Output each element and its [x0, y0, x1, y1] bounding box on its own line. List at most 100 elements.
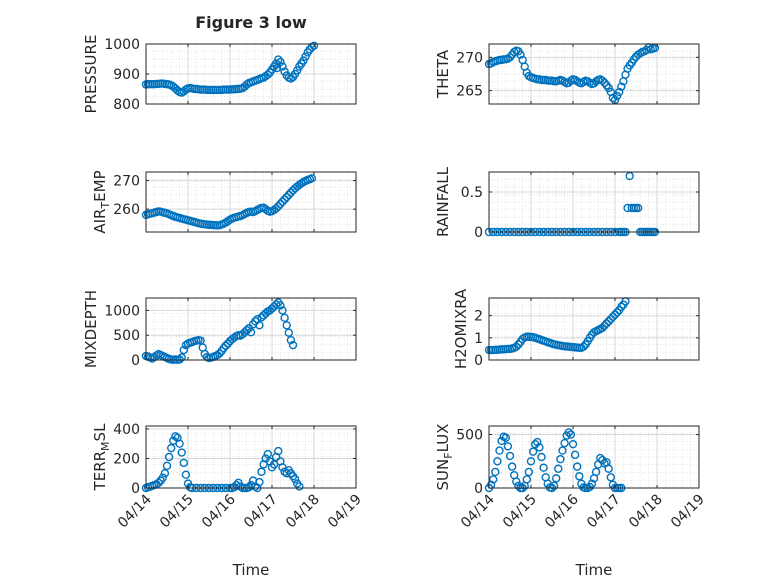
- data-point: [179, 458, 189, 468]
- data-point: [274, 55, 283, 64]
- data-point: [524, 467, 534, 477]
- data-point: [263, 449, 272, 459]
- y-tick-label: 1000: [104, 303, 140, 319]
- x-axis-label: Time: [232, 561, 270, 579]
- data-point: [221, 341, 231, 350]
- y-tick-label: 900: [113, 67, 140, 83]
- data-point: [564, 428, 573, 437]
- data-point: [573, 462, 582, 471]
- data-point: [602, 319, 611, 328]
- data-point: [250, 482, 260, 491]
- data-point: [493, 457, 502, 466]
- data-point: [587, 479, 597, 488]
- data-point: [179, 345, 189, 355]
- data-point: [154, 478, 163, 488]
- data-point: [604, 317, 613, 326]
- y-axis-label: AIRTEMP: [91, 170, 112, 233]
- data-point: [598, 323, 607, 333]
- data-point: [579, 342, 588, 351]
- data-point: [301, 52, 310, 61]
- axes-box: [145, 425, 357, 489]
- data-point: [263, 70, 272, 79]
- data-point: [604, 83, 613, 93]
- data-point: [533, 437, 542, 447]
- data-point: [537, 452, 546, 462]
- data-point: [489, 475, 498, 484]
- data-point: [528, 447, 538, 456]
- axes-box: [488, 171, 700, 233]
- data-point: [606, 473, 615, 482]
- axes-box: [145, 171, 357, 233]
- data-point: [516, 50, 525, 59]
- y-tick-label: 270: [113, 174, 140, 190]
- data-point: [596, 453, 605, 463]
- data-point: [554, 464, 563, 473]
- data-point: [282, 192, 291, 202]
- data-point: [276, 301, 285, 310]
- data-point: [495, 446, 504, 455]
- data-point: [512, 342, 521, 351]
- data-point: [219, 343, 228, 353]
- data-point: [158, 473, 168, 482]
- data-point: [286, 188, 296, 197]
- data-series: [484, 43, 660, 105]
- y-tick-label: 800: [113, 97, 140, 113]
- y-tick-label: 0: [131, 353, 140, 369]
- y-tick-label: 0: [131, 481, 140, 497]
- data-point: [539, 463, 548, 472]
- y-axis-label: PRESSURE: [82, 35, 100, 114]
- data-series: [141, 298, 298, 364]
- y-tick-label: 270: [456, 50, 483, 66]
- y-tick-label: 0.5: [461, 185, 483, 201]
- data-series: [141, 41, 319, 97]
- data-point: [307, 174, 317, 183]
- data-point: [503, 442, 513, 451]
- y-tick-label: 500: [456, 428, 483, 444]
- data-point: [272, 204, 281, 213]
- data-point: [575, 472, 584, 481]
- data-point: [615, 87, 624, 97]
- data-point: [606, 314, 615, 324]
- data-point: [290, 474, 300, 484]
- y-tick-label: 1: [474, 331, 483, 347]
- data-point: [558, 446, 567, 455]
- data-point: [535, 443, 544, 452]
- y-axis-label: RAINFALL: [434, 166, 452, 237]
- data-point: [617, 302, 626, 312]
- y-tick-label: 265: [456, 84, 483, 100]
- data-point: [255, 321, 264, 330]
- y-tick-label: 0: [474, 225, 483, 241]
- data-point: [181, 470, 191, 479]
- data-point: [309, 41, 319, 50]
- data-point: [257, 467, 266, 476]
- data-point: [612, 91, 622, 101]
- data-point: [276, 199, 285, 209]
- data-point: [501, 433, 510, 442]
- data-point: [617, 82, 626, 91]
- y-tick-label: 260: [113, 202, 140, 218]
- data-point: [255, 477, 264, 487]
- data-point: [177, 353, 186, 362]
- data-point: [278, 62, 287, 71]
- y-axis-label: THETA: [434, 49, 452, 99]
- data-point: [526, 457, 536, 466]
- data-point: [278, 306, 287, 315]
- data-point: [568, 439, 578, 449]
- data-point: [284, 190, 293, 200]
- data-point: [278, 197, 287, 206]
- data-point: [175, 439, 184, 448]
- data-point: [242, 326, 252, 335]
- data-point: [556, 454, 565, 464]
- y-axis-label: MIXDEPTH: [82, 290, 100, 368]
- data-point: [570, 450, 580, 460]
- data-point: [591, 467, 601, 477]
- data-point: [274, 202, 283, 211]
- data-point: [272, 300, 281, 309]
- data-point: [286, 335, 296, 345]
- data-point: [633, 203, 643, 213]
- y-tick-label: 500: [113, 328, 140, 344]
